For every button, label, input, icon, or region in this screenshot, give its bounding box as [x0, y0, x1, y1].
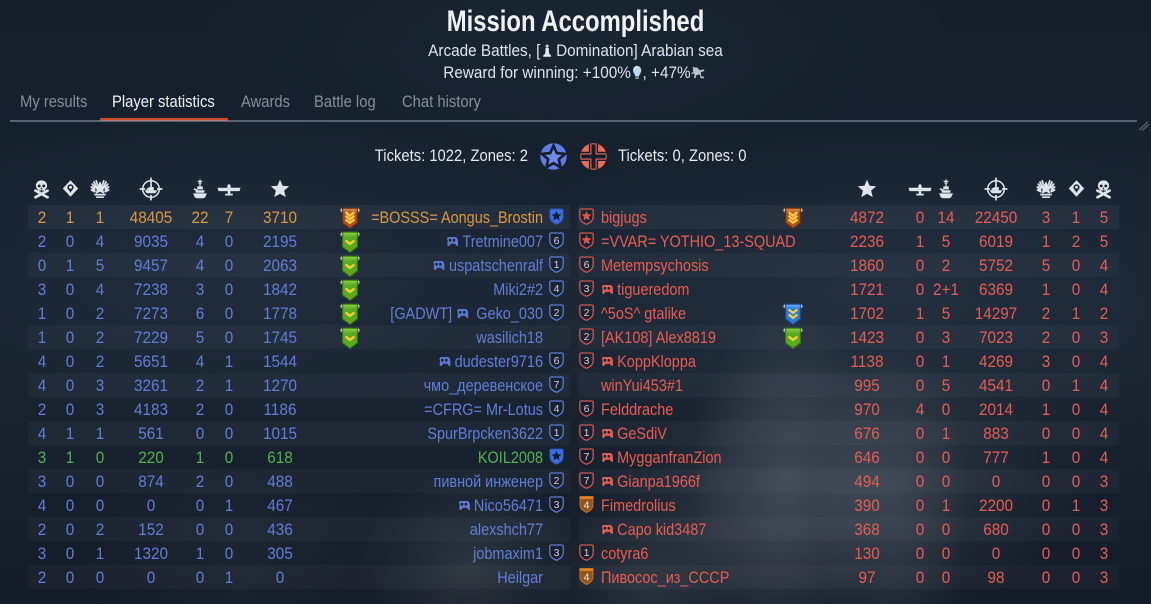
- svg-text:1: 1: [554, 427, 560, 439]
- svg-text:2: 2: [554, 475, 560, 487]
- svg-text:7: 7: [554, 379, 560, 391]
- svg-text:4: 4: [554, 403, 560, 415]
- svg-text:4: 4: [584, 500, 590, 512]
- svg-text:4: 4: [554, 283, 560, 295]
- svg-text:1: 1: [584, 427, 590, 439]
- svg-text:7: 7: [584, 475, 590, 487]
- svg-text:3: 3: [584, 283, 590, 295]
- svg-text:6: 6: [584, 259, 590, 271]
- svg-text:6: 6: [584, 403, 590, 415]
- svg-text:2: 2: [554, 307, 560, 319]
- svg-text:6: 6: [554, 235, 560, 247]
- svg-text:1: 1: [584, 547, 590, 559]
- svg-text:3: 3: [554, 499, 560, 511]
- svg-text:7: 7: [584, 451, 590, 463]
- svg-text:4: 4: [584, 572, 590, 584]
- svg-text:2: 2: [584, 331, 590, 343]
- svg-text:6: 6: [554, 355, 560, 367]
- svg-text:2: 2: [584, 307, 590, 319]
- svg-text:3: 3: [584, 355, 590, 367]
- svg-text:1: 1: [554, 259, 560, 271]
- svg-text:3: 3: [554, 547, 560, 559]
